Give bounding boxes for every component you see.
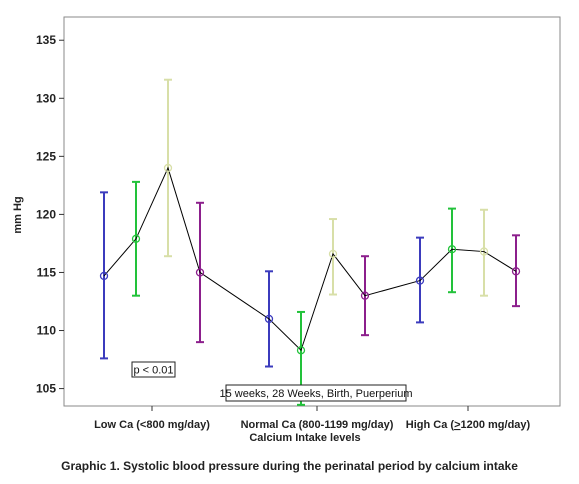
annotation-text: p < 0.01 (133, 365, 173, 377)
x-tick-label-1: Normal Ca (800-1199 mg/day) (241, 419, 394, 431)
figure-caption: Graphic 1. Systolic blood pressure durin… (61, 459, 518, 473)
mean-marker-2-0 (415, 276, 425, 285)
y-tick-label-135: 135 (36, 33, 56, 47)
mean-marker-0-1 (131, 234, 141, 243)
x-tick-label-2: High Ca (>1200 mg/day) (406, 419, 531, 431)
y-axis-title: mm Hg (12, 196, 24, 233)
mean-marker-1-3 (360, 291, 370, 300)
y-tick-label-125: 125 (36, 149, 56, 163)
y-tick-label-115: 115 (37, 265, 57, 279)
mean-marker-1-2 (328, 249, 338, 259)
legend-text: 15 weeks, 28 Weeks, Birth, Puerperium (220, 388, 413, 400)
y-tick-label-120: 120 (36, 207, 56, 221)
series-group (99, 78, 521, 406)
mean-marker-0-0 (99, 271, 109, 281)
mean-marker-2-2 (479, 247, 489, 256)
y-tick-label-130: 130 (36, 91, 56, 105)
legend-box: 15 weeks, 28 Weeks, Birth, Puerperium (220, 384, 413, 402)
mean-marker-0-2 (163, 163, 173, 173)
mean-marker-1-1 (296, 346, 306, 355)
y-axis: 105 110 115 120 125 130 135 (36, 33, 64, 396)
x-axis: Low Ca (<800 mg/day) Normal Ca (800-1199 … (94, 406, 531, 431)
mean-marker-2-3 (511, 267, 521, 276)
plot-area (63, 16, 561, 407)
y-tick-label-110: 110 (37, 324, 57, 338)
mean-marker-0-3 (195, 268, 205, 277)
x-axis-title: Calcium Intake levels (249, 432, 360, 444)
annotation-box: p < 0.01 (131, 361, 176, 378)
y-tick-label-105: 105 (36, 382, 56, 396)
mean-marker-1-0 (264, 314, 274, 324)
mean-marker-2-1 (447, 245, 457, 254)
mean-connecting-line (103, 166, 517, 352)
x-tick-label-0: Low Ca (<800 mg/day) (94, 419, 210, 431)
